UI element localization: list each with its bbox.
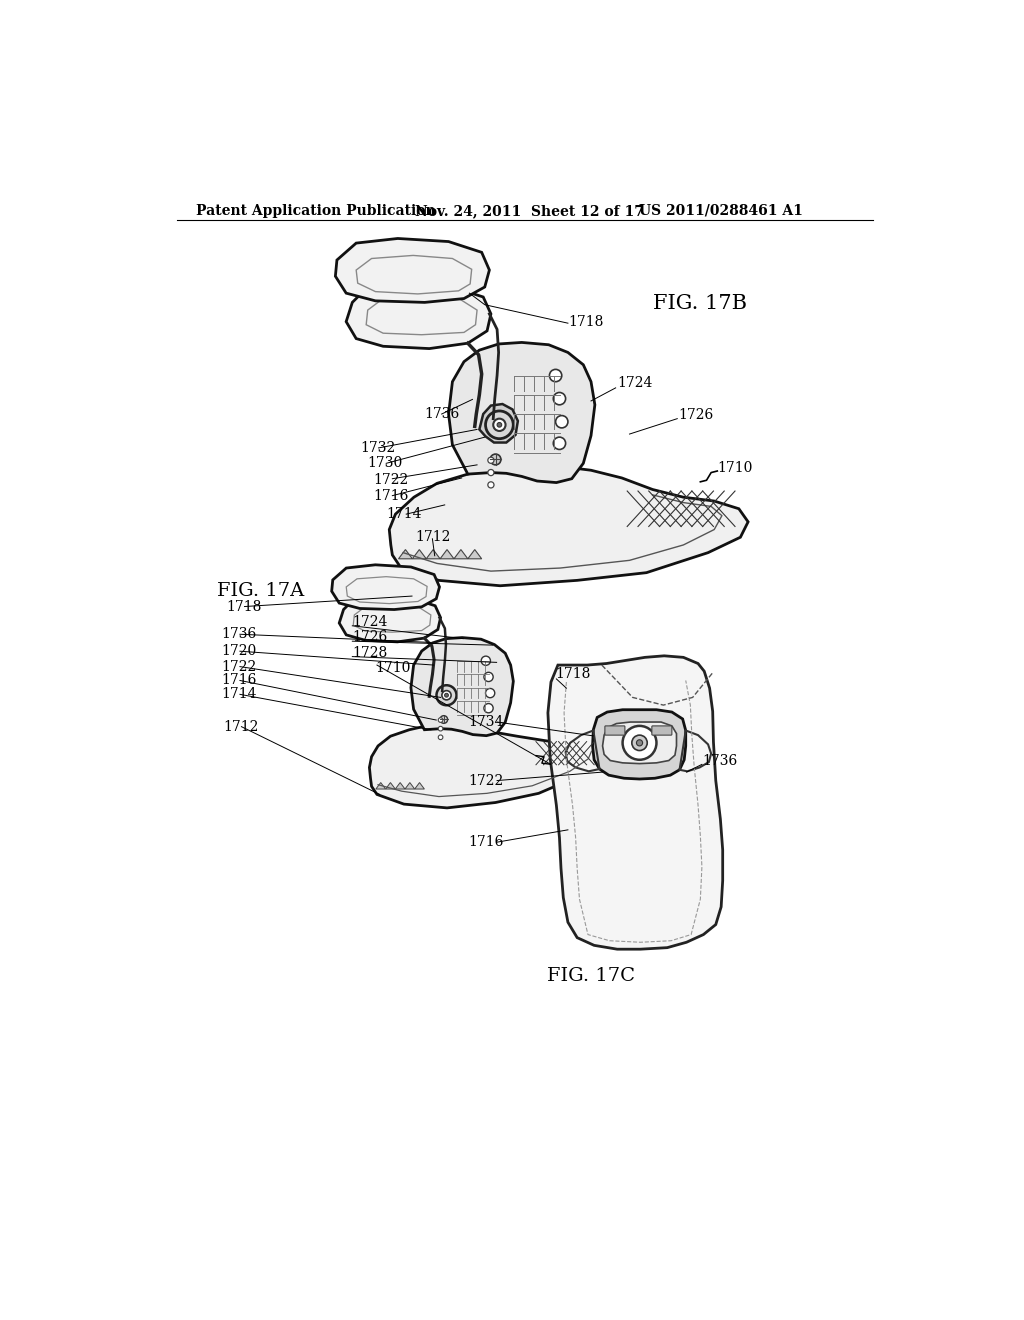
- Polygon shape: [395, 783, 404, 789]
- Circle shape: [553, 437, 565, 449]
- Text: 1720: 1720: [221, 644, 257, 659]
- Polygon shape: [411, 638, 513, 735]
- Text: Nov. 24, 2011  Sheet 12 of 17: Nov. 24, 2011 Sheet 12 of 17: [416, 203, 644, 218]
- Polygon shape: [389, 465, 749, 586]
- Text: 1712: 1712: [416, 531, 451, 544]
- Circle shape: [485, 689, 495, 698]
- Polygon shape: [386, 783, 395, 789]
- Text: 1736: 1736: [221, 627, 257, 642]
- Polygon shape: [336, 239, 489, 302]
- Circle shape: [481, 656, 490, 665]
- Polygon shape: [602, 722, 677, 763]
- Circle shape: [440, 715, 447, 723]
- Polygon shape: [426, 549, 440, 558]
- Polygon shape: [346, 284, 490, 348]
- Text: 1718: 1718: [556, 668, 591, 681]
- Circle shape: [623, 726, 656, 760]
- Polygon shape: [449, 342, 595, 483]
- Polygon shape: [339, 597, 440, 642]
- Polygon shape: [370, 725, 598, 808]
- Circle shape: [442, 690, 452, 700]
- Polygon shape: [376, 783, 386, 789]
- Circle shape: [490, 454, 501, 465]
- Polygon shape: [413, 549, 426, 558]
- Polygon shape: [479, 404, 518, 442]
- Text: 1722: 1722: [221, 660, 257, 673]
- Circle shape: [438, 718, 442, 722]
- Text: 1718: 1718: [226, 599, 262, 614]
- Circle shape: [487, 482, 494, 488]
- Text: 1734: 1734: [468, 715, 503, 729]
- Circle shape: [436, 685, 457, 705]
- Text: FIG. 17C: FIG. 17C: [547, 968, 635, 985]
- Text: 1730: 1730: [368, 457, 403, 470]
- Polygon shape: [548, 656, 723, 949]
- Text: 1722: 1722: [373, 474, 409, 487]
- Text: 1710: 1710: [717, 461, 753, 475]
- Text: 1718: 1718: [568, 314, 603, 329]
- FancyBboxPatch shape: [605, 726, 625, 735]
- FancyBboxPatch shape: [652, 726, 672, 735]
- Circle shape: [497, 422, 502, 428]
- Text: 1722: 1722: [468, 774, 503, 788]
- Polygon shape: [468, 549, 481, 558]
- Polygon shape: [332, 565, 439, 610]
- Circle shape: [484, 672, 494, 681]
- Circle shape: [637, 739, 643, 746]
- Text: 1736: 1736: [425, 407, 460, 421]
- Text: 1724: 1724: [352, 615, 388, 628]
- Text: 1724: 1724: [617, 376, 652, 391]
- Text: 1736: 1736: [701, 754, 737, 767]
- Circle shape: [485, 411, 513, 438]
- Text: 1716: 1716: [373, 488, 409, 503]
- Text: 1732: 1732: [360, 441, 395, 455]
- Text: 1712: 1712: [223, 719, 258, 734]
- Circle shape: [438, 726, 442, 731]
- Text: 1726: 1726: [352, 631, 387, 644]
- Text: 1716: 1716: [468, 836, 503, 849]
- Text: FIG. 17A: FIG. 17A: [217, 582, 304, 601]
- Text: 1714: 1714: [221, 688, 257, 701]
- Circle shape: [487, 470, 494, 475]
- Circle shape: [553, 392, 565, 405]
- Text: Patent Application Publication: Patent Application Publication: [196, 203, 435, 218]
- Circle shape: [556, 416, 568, 428]
- Text: 1716: 1716: [221, 673, 257, 688]
- Text: US 2011/0288461 A1: US 2011/0288461 A1: [639, 203, 803, 218]
- Polygon shape: [404, 783, 415, 789]
- Text: 1710: 1710: [376, 661, 411, 675]
- Circle shape: [484, 704, 494, 713]
- Polygon shape: [593, 710, 686, 779]
- Polygon shape: [398, 549, 413, 558]
- Polygon shape: [440, 549, 454, 558]
- Circle shape: [438, 735, 442, 739]
- Circle shape: [487, 457, 494, 463]
- Text: 1726: 1726: [679, 408, 714, 422]
- Polygon shape: [454, 549, 468, 558]
- Text: FIG. 17B: FIG. 17B: [652, 293, 746, 313]
- Circle shape: [494, 418, 506, 430]
- Text: 1714: 1714: [386, 507, 422, 521]
- Text: 1728: 1728: [352, 645, 387, 660]
- Circle shape: [550, 370, 562, 381]
- Circle shape: [632, 735, 647, 751]
- Polygon shape: [415, 783, 424, 789]
- Circle shape: [444, 693, 449, 697]
